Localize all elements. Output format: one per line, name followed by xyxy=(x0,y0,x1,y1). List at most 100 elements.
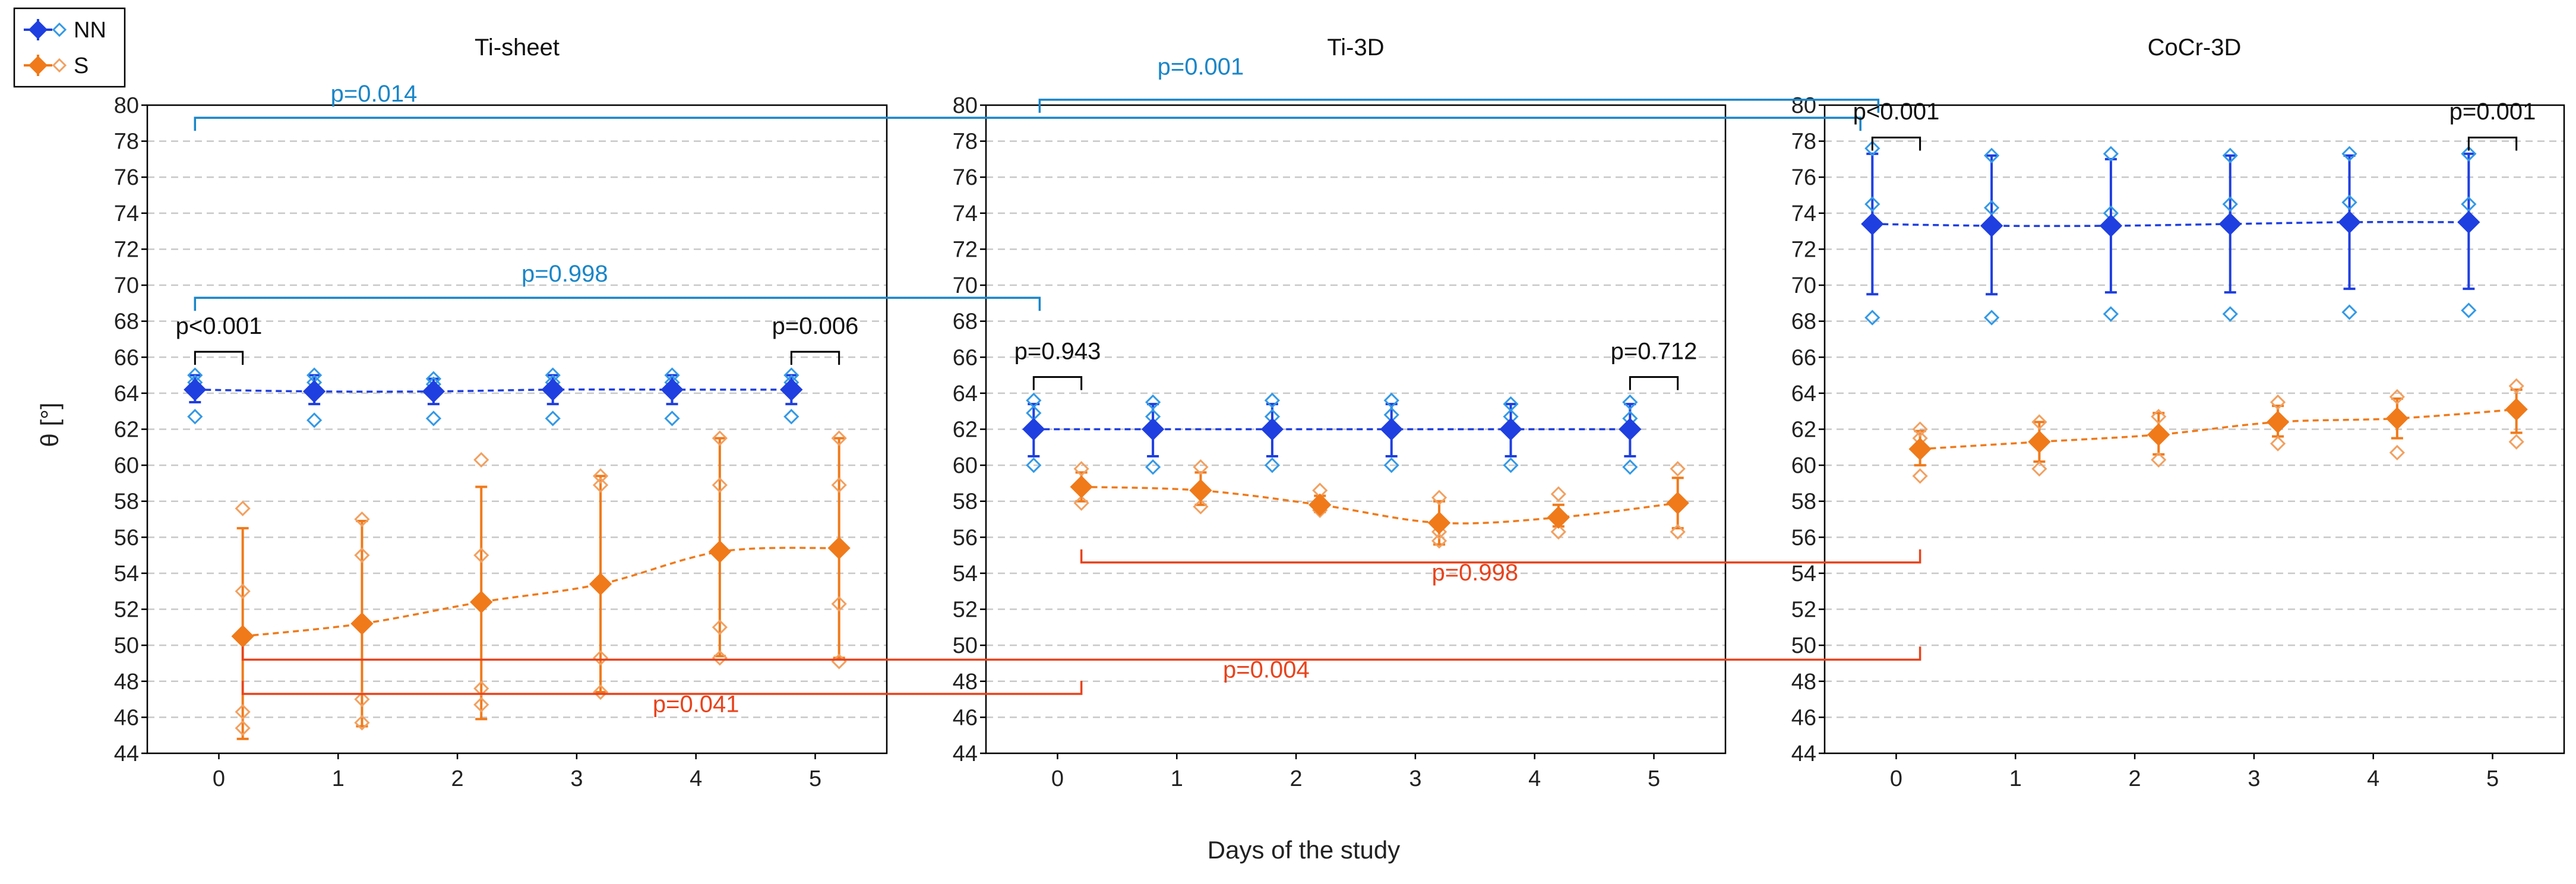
raw-point xyxy=(1073,461,1089,477)
raw-point xyxy=(1073,495,1089,511)
p-value-label: p<0.001 xyxy=(176,313,263,339)
x-tick-label: 4 xyxy=(690,766,702,791)
trend-line xyxy=(1081,485,1678,525)
raw-point xyxy=(1145,394,1161,411)
y-tick-label: 52 xyxy=(953,598,978,623)
x-tick-label: 1 xyxy=(332,766,344,791)
y-tick-label: 50 xyxy=(114,633,139,658)
y-tick-label: 70 xyxy=(953,273,978,298)
y-tick-label: 58 xyxy=(1791,490,1816,514)
series-S xyxy=(1908,378,2528,484)
legend-mean-marker xyxy=(28,55,48,75)
raw-point xyxy=(2508,378,2524,394)
mean-point xyxy=(184,378,207,401)
raw-point xyxy=(2222,147,2238,163)
p-value-label: p=0.004 xyxy=(1223,657,1310,683)
raw-point xyxy=(2103,146,2119,162)
raw-point xyxy=(473,697,489,713)
mean-point xyxy=(1260,418,1284,441)
mean-point xyxy=(2218,212,2242,236)
legend-raw-marker xyxy=(52,58,67,73)
y-tick-label: 46 xyxy=(114,705,139,730)
x-tick-label: 4 xyxy=(2367,766,2379,791)
raw-point xyxy=(2031,414,2047,430)
mean-point xyxy=(1666,491,1689,514)
raw-point xyxy=(712,619,728,635)
p-value-label: p<0.001 xyxy=(1853,99,1940,125)
x-tick-label: 5 xyxy=(809,766,821,791)
legend-mean-marker xyxy=(28,20,48,40)
mean-point xyxy=(1022,418,1045,441)
significance-bracket xyxy=(194,116,1861,131)
p-value-label: p=0.006 xyxy=(772,313,859,339)
raw-point xyxy=(425,411,442,427)
y-tick-label: 66 xyxy=(1791,345,1816,370)
y-tick-label: 62 xyxy=(1791,418,1816,443)
y-tick-label: 64 xyxy=(114,381,139,406)
x-tick-label: 2 xyxy=(451,766,464,791)
panel-title: CoCr-3D xyxy=(2148,34,2242,61)
x-tick-label: 4 xyxy=(1528,766,1541,791)
raw-point xyxy=(306,412,323,428)
mean-point xyxy=(1189,479,1212,502)
local-bracket xyxy=(790,351,840,365)
series-S xyxy=(1070,459,1689,549)
y-tick-label: 60 xyxy=(114,453,139,478)
raw-point xyxy=(235,704,251,720)
p-value-label: p=0.998 xyxy=(521,261,608,287)
y-tick-label: 58 xyxy=(114,490,139,514)
y-tick-label: 78 xyxy=(114,130,139,154)
y-tick-label: 50 xyxy=(1791,633,1816,658)
y-tick-label: 68 xyxy=(953,310,978,334)
y-tick-label: 68 xyxy=(1791,310,1816,334)
p-value-label: p=0.041 xyxy=(653,691,739,717)
y-tick-label: 74 xyxy=(1791,201,1816,226)
mean-point xyxy=(660,378,684,401)
legend-box xyxy=(13,7,126,88)
mean-point xyxy=(1380,418,1403,441)
y-tick-label: 74 xyxy=(114,201,139,226)
local-bracket xyxy=(2467,137,2518,151)
raw-point xyxy=(1264,457,1281,473)
mean-point xyxy=(470,591,493,614)
mean-point xyxy=(589,573,612,596)
raw-point xyxy=(2389,444,2405,461)
raw-point xyxy=(187,409,203,425)
raw-point xyxy=(2341,146,2357,162)
y-tick-label: 70 xyxy=(114,273,139,298)
raw-point xyxy=(1622,459,1638,475)
raw-point xyxy=(1912,468,1928,484)
p-value-label: p=0.001 xyxy=(1158,53,1244,80)
legend: NN S xyxy=(13,7,126,88)
y-tick-label: 54 xyxy=(1791,561,1816,586)
mean-point xyxy=(1547,506,1570,529)
mean-point xyxy=(2505,398,2528,421)
legend-label: NN xyxy=(74,18,106,43)
raw-point xyxy=(1984,310,2000,326)
mean-point xyxy=(2266,411,2290,434)
y-tick-label: 54 xyxy=(953,561,978,586)
significance-bracket xyxy=(1080,549,1921,564)
mean-point xyxy=(1499,418,1522,441)
y-tick-label: 72 xyxy=(953,237,978,262)
significance-bracket xyxy=(1038,99,1880,113)
mean-point xyxy=(1980,214,2003,238)
mean-point xyxy=(1308,493,1332,516)
y-tick-label: 64 xyxy=(953,381,978,406)
raw-point xyxy=(473,680,489,697)
raw-point xyxy=(473,547,489,563)
raw-point xyxy=(831,596,847,612)
mean-point xyxy=(303,380,326,403)
raw-point xyxy=(831,477,847,493)
raw-point xyxy=(2341,194,2357,210)
raw-point xyxy=(2461,146,2477,162)
mean-point xyxy=(780,378,803,401)
mean-point xyxy=(350,612,374,635)
raw-point xyxy=(473,452,489,468)
raw-point xyxy=(2341,304,2357,320)
y-tick-label: 78 xyxy=(1791,130,1816,154)
y-tick-label: 80 xyxy=(114,93,139,118)
y-tick-label: 78 xyxy=(953,130,978,154)
